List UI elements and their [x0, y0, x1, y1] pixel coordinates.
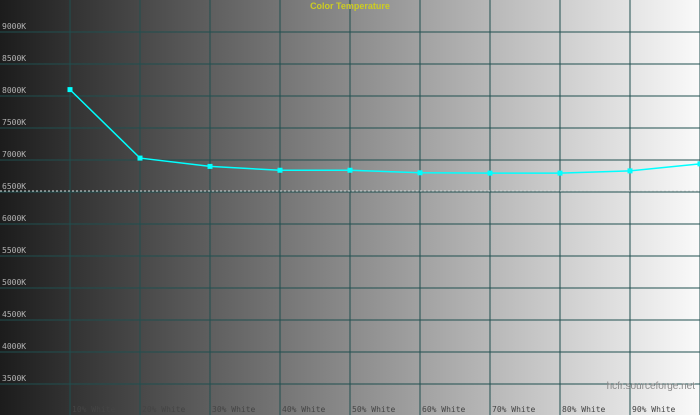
y-tick-label: 7500K — [2, 118, 26, 127]
data-point — [347, 167, 353, 173]
x-tick-label: 20% White — [142, 405, 186, 414]
y-tick-label: 8500K — [2, 54, 26, 63]
data-point — [417, 170, 423, 176]
data-point — [487, 170, 493, 176]
y-tick-label: 5000K — [2, 278, 26, 287]
y-tick-label: 8000K — [2, 86, 26, 95]
series-line — [69, 89, 700, 174]
chart-title: Color Temperature — [310, 1, 390, 11]
x-tick-label: 30% White — [212, 405, 256, 414]
y-tick-label: 6500K — [2, 182, 26, 191]
data-point — [67, 87, 73, 93]
x-tick-label: 60% White — [422, 405, 466, 414]
data-point — [697, 161, 700, 167]
y-tick-label: 7000K — [2, 150, 26, 159]
y-tick-label: 4000K — [2, 342, 26, 351]
x-tick-label: 10% White — [72, 405, 116, 414]
y-tick-label: 4500K — [2, 310, 26, 319]
data-point — [137, 155, 143, 161]
data-point — [557, 170, 563, 176]
y-tick-label: 9000K — [2, 22, 26, 31]
data-point — [277, 167, 283, 173]
data-point — [207, 163, 213, 169]
x-tick-label: 70% White — [492, 405, 536, 414]
watermark: hcfr.sourceforge.net — [607, 381, 696, 392]
x-tick-label: 40% White — [282, 405, 326, 414]
x-tick-label: 90% White — [632, 405, 676, 414]
x-tick-label: 80% White — [562, 405, 606, 414]
data-point — [627, 168, 633, 174]
y-tick-label: 3500K — [2, 374, 26, 383]
x-tick-label: 50% White — [352, 405, 396, 414]
y-tick-label: 6000K — [2, 214, 26, 223]
y-tick-label: 5500K — [2, 246, 26, 255]
